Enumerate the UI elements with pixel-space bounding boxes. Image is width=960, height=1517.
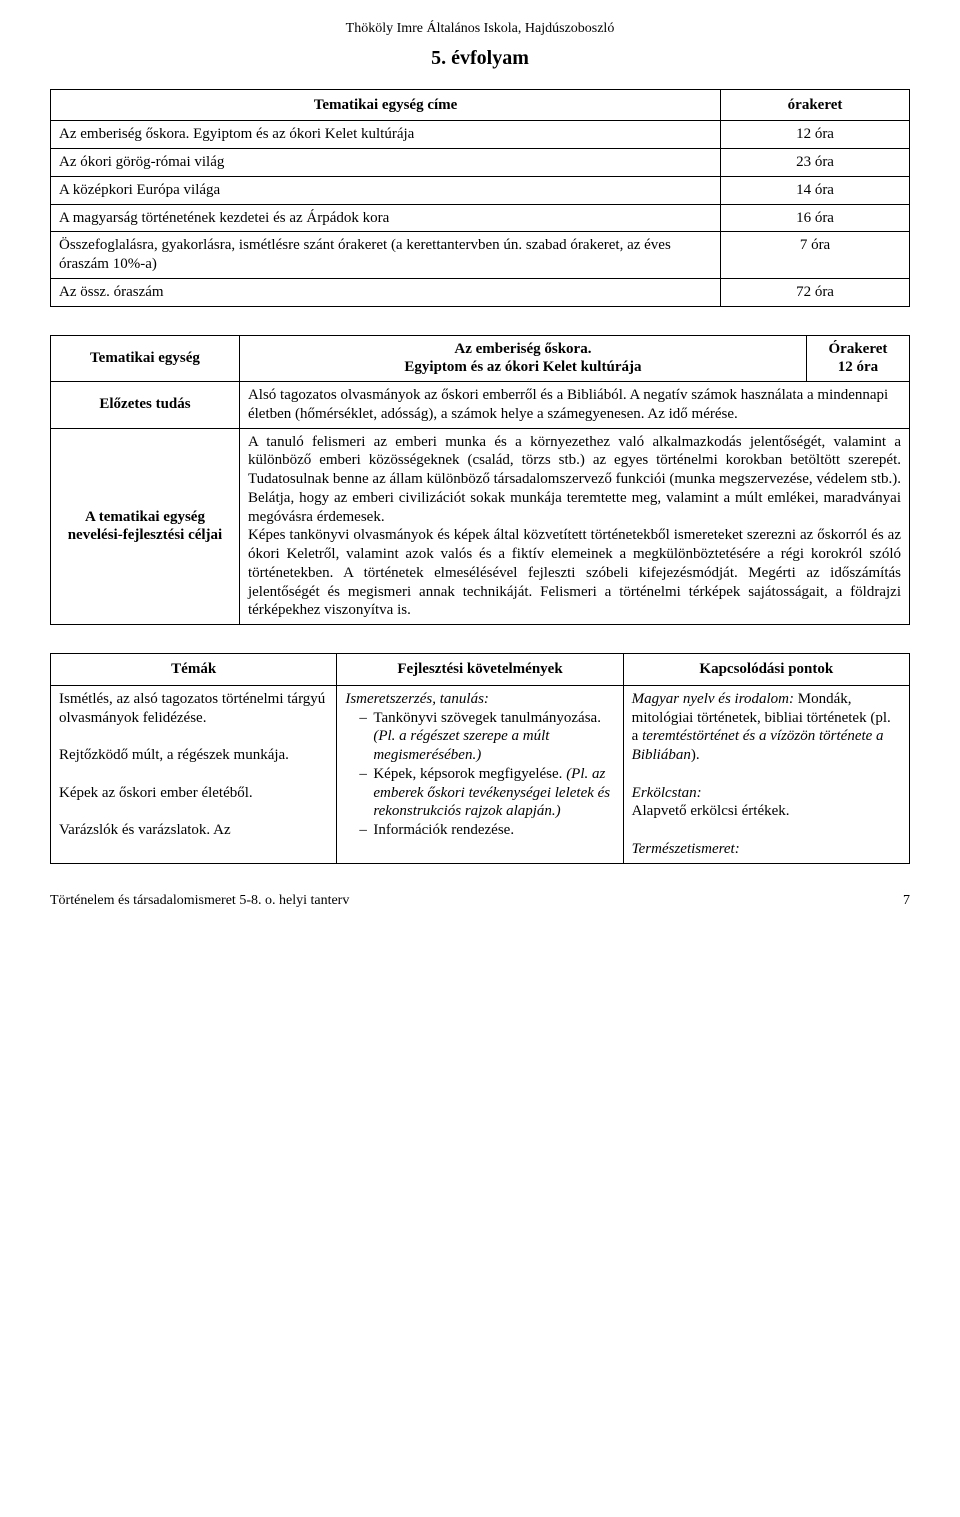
req-example: (Pl. a régészet szerepe a múlt megismeré…	[373, 728, 549, 763]
req-text: Információk rendezése.	[373, 822, 514, 838]
table-header-row: Tematikai egység címe órakeret	[51, 89, 910, 121]
prior-knowledge-text: Alsó tagozatos olvasmányok az őskori emb…	[239, 382, 909, 429]
goals-label: A tematikai egység nevelési-fejlesztési …	[51, 428, 240, 625]
conn-para: Magyar nyelv és irodalom: Mondák, mitoló…	[632, 690, 901, 765]
topics-cell: Ismétlés, az alsó tagozatos történelmi t…	[51, 685, 337, 863]
conn-example: teremtéstörténet és a vízözön története …	[632, 728, 884, 763]
grade-title: 5. évfolyam	[50, 46, 910, 71]
list-item: Képek, képsorok megfigyelése. (Pl. az em…	[359, 765, 614, 821]
req-list: Tankönyvi szövegek tanulmányozása. (Pl. …	[345, 709, 614, 840]
unit-header-row: Tematikai egység Az emberiség őskora. Eg…	[51, 335, 910, 382]
conn-para: Erkölcstan: Alapvető erkölcsi értékek.	[632, 784, 901, 822]
hours-table: Tematikai egység címe órakeret Az emberi…	[50, 89, 910, 307]
list-item: Tankönyvi szövegek tanulmányozása. (Pl. …	[359, 709, 614, 765]
topics-table: Témák Fejlesztési követelmények Kapcsoló…	[50, 653, 910, 864]
unit-hours: 14 óra	[721, 176, 910, 204]
conn-text: ).	[691, 747, 700, 763]
unit-title: Az emberiség őskora. Egyiptom és az ókor…	[51, 121, 721, 149]
topic-para: Rejtőzködő múlt, a régészek munkája.	[59, 746, 328, 765]
unit-title: Az emberiség őskora. Egyiptom és az ókor…	[239, 335, 806, 382]
topic-para: Képek az őskori ember életéből.	[59, 784, 328, 803]
table-row: Összefoglalásra, gyakorlásra, ismétlésre…	[51, 232, 910, 279]
table-row: Ismétlés, az alsó tagozatos történelmi t…	[51, 685, 910, 863]
unit-hours: 12 óra	[721, 121, 910, 149]
unit-timeframe: Órakeret 12 óra	[806, 335, 909, 382]
req-lead: Ismeretszerzés, tanulás:	[345, 691, 489, 707]
unit-hours: 7 óra	[721, 232, 910, 279]
topic-para: Varázslók és varázslatok. Az	[59, 821, 328, 840]
goals-row: A tematikai egység nevelési-fejlesztési …	[51, 428, 910, 625]
unit-detail-table: Tematikai egység Az emberiség őskora. Eg…	[50, 335, 910, 626]
prior-knowledge-row: Előzetes tudás Alsó tagozatos olvasmányo…	[51, 382, 910, 429]
footer-page-number: 7	[903, 892, 910, 910]
unit-title: Az ókori görög-római világ	[51, 149, 721, 177]
table-row: Az ókori görög-római világ23 óra	[51, 149, 910, 177]
page-footer: Történelem és társadalomismeret 5-8. o. …	[50, 892, 910, 910]
connections-cell: Magyar nyelv és irodalom: Mondák, mitoló…	[623, 685, 909, 863]
conn-subject: Erkölcstan:	[632, 785, 702, 801]
conn-subject: Természetismeret:	[632, 840, 901, 859]
col-header-connections: Kapcsolódási pontok	[623, 654, 909, 686]
goals-text: A tanuló felismeri az emberi munka és a …	[239, 428, 909, 625]
table-row: Az össz. óraszám72 óra	[51, 278, 910, 306]
req-text: Tankönyvi szövegek tanulmányozása.	[373, 710, 601, 726]
col-header-requirements: Fejlesztési követelmények	[337, 654, 623, 686]
list-item: Információk rendezése.	[359, 821, 614, 840]
unit-title: A középkori Európa világa	[51, 176, 721, 204]
unit-title: A magyarság történetének kezdetei és az …	[51, 204, 721, 232]
unit-hours: 72 óra	[721, 278, 910, 306]
requirements-cell: Ismeretszerzés, tanulás: Tankönyvi szöve…	[337, 685, 623, 863]
conn-text: Alapvető erkölcsi értékek.	[632, 803, 790, 819]
table-row: A magyarság történetének kezdetei és az …	[51, 204, 910, 232]
prior-knowledge-label: Előzetes tudás	[51, 382, 240, 429]
unit-label: Tematikai egység	[51, 335, 240, 382]
col-header-title: Tematikai egység címe	[51, 89, 721, 121]
conn-subject: Magyar nyelv és irodalom:	[632, 691, 794, 707]
table-row: A középkori Európa világa14 óra	[51, 176, 910, 204]
topic-para: Ismétlés, az alsó tagozatos történelmi t…	[59, 690, 328, 728]
col-header-topics: Témák	[51, 654, 337, 686]
unit-hours: 23 óra	[721, 149, 910, 177]
page-header: Thököly Imre Általános Iskola, Hajdúszob…	[50, 20, 910, 38]
table-header-row: Témák Fejlesztési követelmények Kapcsoló…	[51, 654, 910, 686]
req-text: Képek, képsorok megfigyelése.	[373, 766, 566, 782]
footer-left: Történelem és társadalomismeret 5-8. o. …	[50, 892, 349, 910]
col-header-hours: órakeret	[721, 89, 910, 121]
unit-hours: 16 óra	[721, 204, 910, 232]
unit-title: Összefoglalásra, gyakorlásra, ismétlésre…	[51, 232, 721, 279]
table-row: Az emberiség őskora. Egyiptom és az ókor…	[51, 121, 910, 149]
unit-title: Az össz. óraszám	[51, 278, 721, 306]
